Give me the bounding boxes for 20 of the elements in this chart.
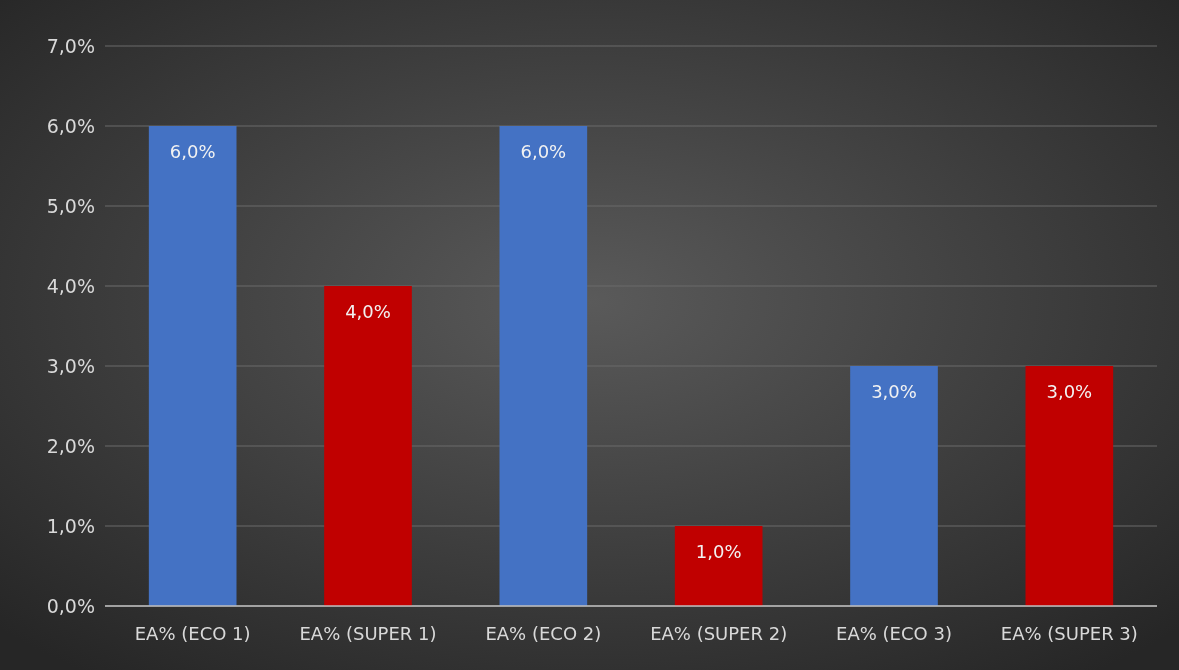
y-tick-label: 0,0% (46, 594, 95, 617)
x-tick-label: EA% (ECO 3) (836, 623, 952, 644)
data-label: 3,0% (1046, 381, 1093, 402)
x-tick-label: EA% (SUPER 1) (299, 623, 437, 644)
x-tick-label: EA% (SUPER 3) (1000, 623, 1138, 644)
data-label: 4,0% (345, 301, 391, 322)
y-tick-label: 6,0% (46, 114, 95, 137)
data-label: 3,0% (871, 381, 917, 402)
y-tick-label: 5,0% (46, 194, 95, 217)
data-label: 6,0% (520, 141, 567, 162)
data-label: 1,0% (695, 541, 742, 562)
y-tick-label: 1,0% (46, 514, 95, 537)
x-tick-label: EA% (ECO 1) (134, 623, 251, 644)
y-tick-label: 7,0% (46, 34, 95, 57)
x-tick-label: EA% (ECO 2) (485, 623, 602, 644)
y-tick-label: 2,0% (46, 434, 95, 457)
y-tick-label: 3,0% (46, 354, 95, 377)
y-tick-label: 4,0% (46, 274, 95, 297)
data-label: 6,0% (169, 141, 216, 162)
x-tick-label: EA% (SUPER 2) (650, 623, 788, 644)
